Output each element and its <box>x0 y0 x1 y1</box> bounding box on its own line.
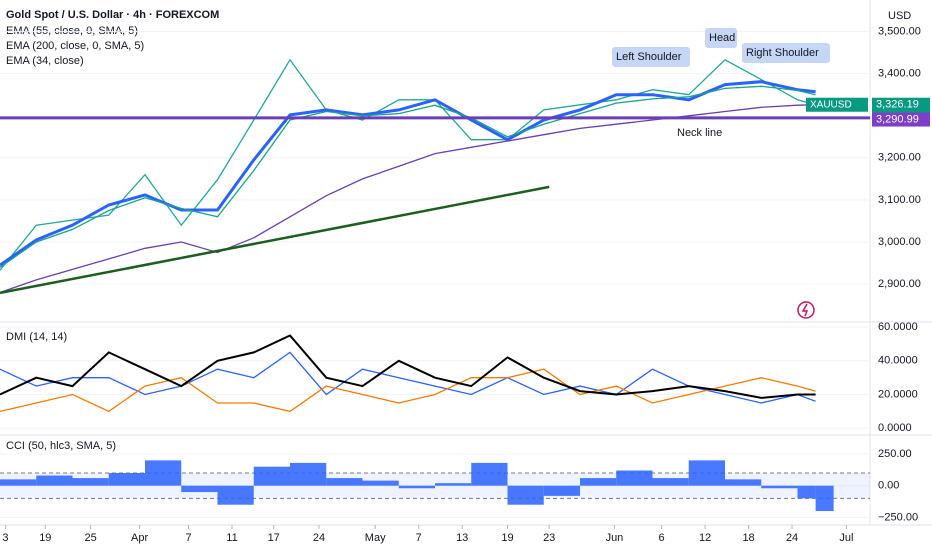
y-tick-label: 20.0000 <box>878 388 918 400</box>
symbol-tag <box>806 97 868 112</box>
x-tick-label: 13 <box>456 532 468 544</box>
x-tick-label: 17 <box>268 532 280 544</box>
legend-entry: EMA (34, close) <box>6 55 84 67</box>
y-tick-label: 3,100.00 <box>878 194 921 206</box>
x-tick-label: 6 <box>659 532 665 544</box>
cci-bar <box>815 485 834 512</box>
y-tick-label: 3,400.00 <box>878 68 921 80</box>
cci-bar <box>326 478 363 486</box>
trendline <box>0 185 550 295</box>
x-tick-label: 19 <box>39 532 51 544</box>
annotation-box <box>742 43 830 63</box>
cci-bar <box>688 460 725 486</box>
alert-icon[interactable] <box>797 301 815 319</box>
legend-entry: EMA (55, close, 0, SMA, 5) <box>6 25 138 37</box>
annotation: Left Shoulder <box>616 51 682 63</box>
y-tick-label: 0.0000 <box>878 422 912 434</box>
x-tick-label: 3 <box>2 532 8 544</box>
x-tick-label: 25 <box>85 532 97 544</box>
cci-bar <box>616 470 653 486</box>
cci-bar <box>72 478 109 486</box>
symbol: XAUUSD <box>810 99 852 110</box>
cci-bar <box>471 462 508 486</box>
cci-bar <box>435 483 472 486</box>
y-tick-label: −250.00 <box>878 511 918 523</box>
x-tick-label: Apr <box>131 532 148 544</box>
x-tick-label: 12 <box>699 532 711 544</box>
x-tick-label: Jun <box>606 532 624 544</box>
series-line <box>0 85 816 268</box>
cci-bar <box>652 478 689 486</box>
cci-bar <box>217 485 254 505</box>
y-tick-label: 2,900.00 <box>878 278 921 290</box>
x-tick-label: 7 <box>416 532 422 544</box>
price-tag-label: 3,290.99 <box>876 113 919 125</box>
cci-bar <box>580 478 617 486</box>
cci-bar <box>398 485 435 489</box>
x-tick-label: 24 <box>786 532 798 544</box>
x-tick-label: 11 <box>226 532 237 544</box>
cci-bar <box>36 475 73 486</box>
cci-bar <box>362 480 399 486</box>
annotation: Right Shoulder <box>746 47 819 59</box>
cci-bar <box>761 485 798 489</box>
series-line <box>0 368 816 413</box>
cci-bar <box>108 473 145 486</box>
cci-bar <box>797 485 816 499</box>
cci-bar <box>181 485 218 493</box>
y-tick-label: 60.0000 <box>878 321 918 333</box>
alert-icon-bolt <box>801 303 809 317</box>
x-tick-label: 18 <box>742 532 754 544</box>
annotation-box <box>612 47 690 67</box>
legend-entry: EMA (200, close, 0, SMA, 5) <box>6 40 144 52</box>
cci-bar <box>253 466 290 486</box>
cci-bar <box>725 479 762 486</box>
currency: USD <box>888 10 911 22</box>
x-tick-label: Jul <box>839 532 853 544</box>
y-tick-label: 3,500.00 <box>878 25 921 37</box>
x-tick-label: 7 <box>185 532 191 544</box>
cci-bar <box>543 485 580 496</box>
y-tick-label: 3,200.00 <box>878 152 921 164</box>
y-tick-label: 40.0000 <box>878 355 918 367</box>
cci-bar <box>290 462 327 486</box>
price-tag-label: 3,326.19 <box>876 99 919 111</box>
cci-bar <box>145 460 182 486</box>
y-tick-label: 250.00 <box>878 448 912 460</box>
neck-line-label: Neck line <box>677 127 722 139</box>
series-line <box>0 80 816 267</box>
annotation: Head <box>709 32 735 44</box>
y-tick-label: 0.00 <box>878 480 899 492</box>
x-tick-label: 23 <box>543 532 555 544</box>
x-tick-label: 24 <box>313 532 325 544</box>
series-line <box>0 58 816 271</box>
cci-bar <box>507 485 544 505</box>
series-line <box>0 334 816 399</box>
x-tick-label: May <box>365 532 386 544</box>
cci-bar <box>0 479 37 486</box>
series-line <box>0 104 816 294</box>
pane-title: DMI (14, 14) <box>6 331 67 343</box>
chart-title: Gold Spot / U.S. Dollar · 4h · FOREXCOM <box>6 9 219 21</box>
x-tick-label: 19 <box>501 532 513 544</box>
price-tag <box>872 112 930 127</box>
annotation-box <box>705 28 737 48</box>
pane-title: CCI (50, hlc3, SMA, 5) <box>6 440 116 452</box>
y-tick-label: 3,000.00 <box>878 236 921 248</box>
